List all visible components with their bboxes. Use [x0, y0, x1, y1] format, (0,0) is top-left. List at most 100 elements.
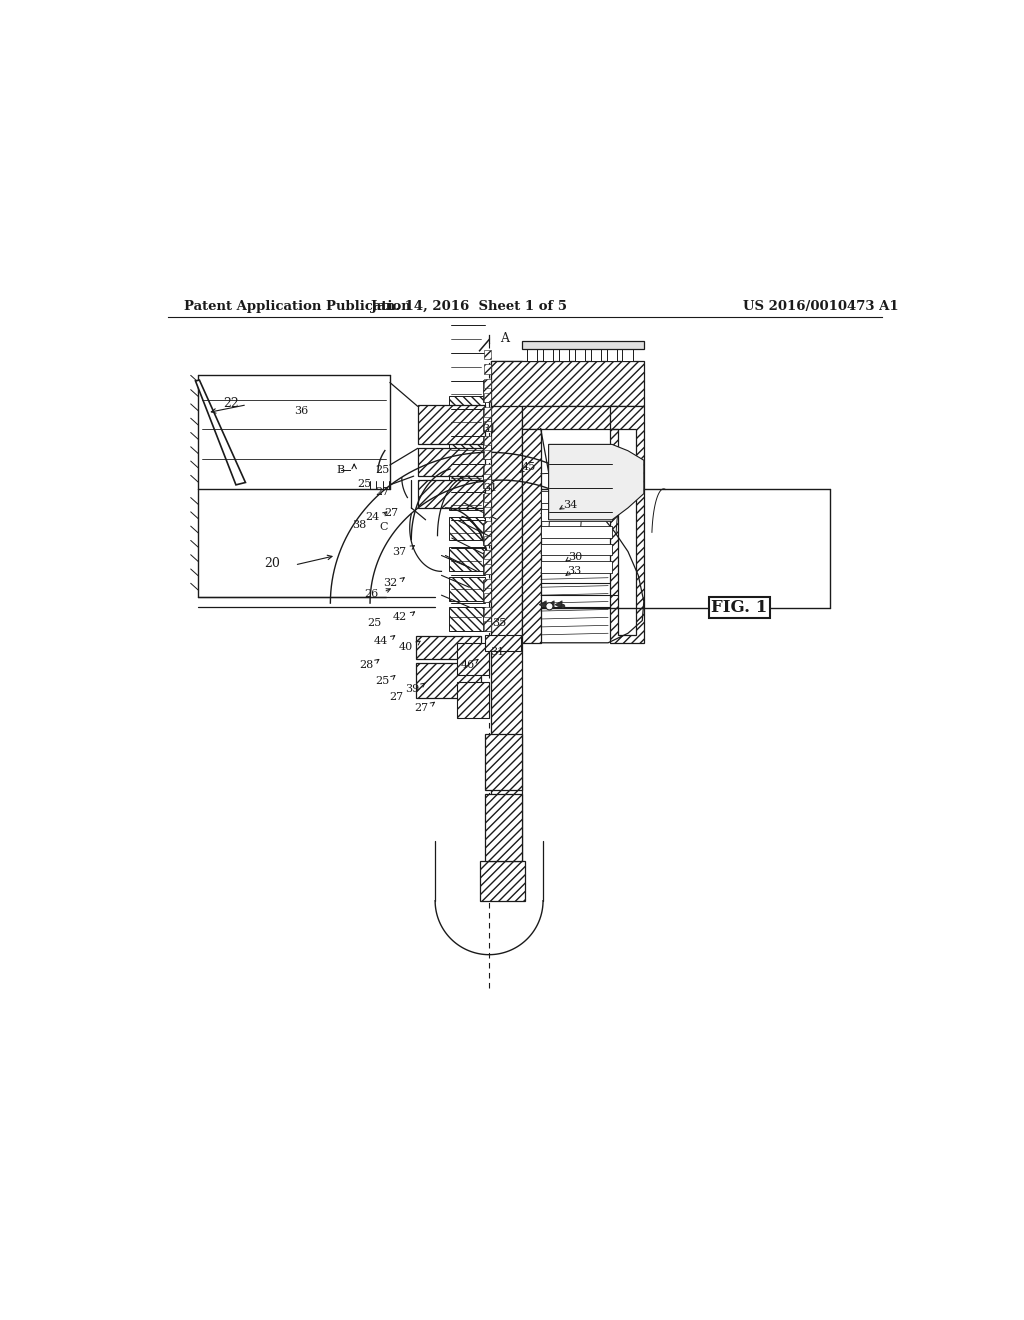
Polygon shape	[484, 564, 490, 574]
Polygon shape	[418, 405, 485, 445]
Polygon shape	[484, 507, 490, 516]
Polygon shape	[549, 445, 644, 520]
Polygon shape	[541, 508, 612, 520]
Text: FIG. 1: FIG. 1	[712, 598, 768, 615]
Polygon shape	[450, 607, 485, 631]
Text: 38: 38	[352, 520, 367, 531]
Polygon shape	[418, 480, 485, 508]
Polygon shape	[416, 636, 481, 659]
Polygon shape	[541, 544, 612, 556]
Polygon shape	[485, 635, 521, 651]
Polygon shape	[482, 380, 490, 403]
Text: 37: 37	[392, 546, 407, 557]
Text: 24: 24	[366, 512, 380, 523]
Text: 31: 31	[482, 424, 497, 433]
Polygon shape	[484, 465, 490, 474]
Text: 27: 27	[389, 692, 403, 702]
Polygon shape	[484, 407, 490, 417]
Text: US 2016/0010473 A1: US 2016/0010473 A1	[743, 300, 899, 313]
Text: Jan. 14, 2016  Sheet 1 of 5: Jan. 14, 2016 Sheet 1 of 5	[372, 300, 567, 313]
Polygon shape	[547, 601, 554, 609]
Polygon shape	[450, 516, 485, 540]
Text: 25: 25	[357, 479, 372, 490]
Polygon shape	[458, 682, 489, 718]
Text: 25: 25	[375, 676, 389, 686]
Polygon shape	[539, 601, 546, 609]
Polygon shape	[482, 495, 490, 516]
Polygon shape	[482, 579, 490, 602]
Polygon shape	[450, 577, 485, 601]
Polygon shape	[484, 521, 490, 531]
Polygon shape	[450, 457, 485, 480]
Polygon shape	[490, 362, 522, 896]
Text: 35: 35	[493, 618, 507, 628]
Text: 27: 27	[415, 702, 429, 713]
Polygon shape	[458, 643, 489, 675]
Polygon shape	[484, 578, 490, 587]
Polygon shape	[555, 601, 562, 609]
Polygon shape	[484, 593, 490, 602]
Polygon shape	[482, 466, 490, 488]
Polygon shape	[482, 609, 490, 631]
Text: 45: 45	[521, 462, 536, 471]
Text: 30: 30	[568, 552, 583, 562]
Polygon shape	[543, 350, 553, 362]
Polygon shape	[484, 536, 490, 545]
Text: 27: 27	[375, 487, 389, 498]
Polygon shape	[522, 407, 616, 429]
Text: C: C	[379, 521, 388, 532]
Text: 28: 28	[359, 660, 373, 671]
Polygon shape	[484, 350, 490, 359]
Polygon shape	[609, 407, 644, 643]
Polygon shape	[527, 350, 538, 362]
Polygon shape	[541, 561, 612, 573]
Polygon shape	[418, 449, 485, 477]
Polygon shape	[484, 622, 490, 631]
Polygon shape	[482, 523, 490, 545]
Polygon shape	[541, 491, 612, 503]
Text: 31: 31	[489, 647, 504, 657]
Text: 25: 25	[375, 465, 389, 475]
Text: Patent Application Publication: Patent Application Publication	[183, 300, 411, 313]
Text: 39: 39	[404, 684, 419, 694]
Text: 25: 25	[367, 618, 381, 628]
Text: 27: 27	[384, 508, 398, 517]
Text: 20: 20	[264, 557, 281, 570]
Polygon shape	[450, 546, 485, 570]
Text: 42: 42	[392, 612, 407, 623]
Circle shape	[546, 603, 553, 610]
Polygon shape	[591, 350, 601, 362]
Circle shape	[561, 605, 565, 609]
Text: B: B	[337, 465, 345, 475]
Polygon shape	[484, 607, 490, 616]
Text: A: A	[501, 333, 510, 346]
Text: 31: 31	[483, 483, 498, 494]
Text: 26: 26	[365, 589, 379, 598]
Polygon shape	[522, 429, 541, 643]
Polygon shape	[482, 552, 490, 574]
Polygon shape	[484, 364, 490, 374]
Text: 32: 32	[383, 578, 397, 589]
Polygon shape	[484, 492, 490, 503]
Polygon shape	[450, 426, 485, 450]
Text: 33: 33	[567, 566, 582, 577]
Text: 40: 40	[398, 642, 413, 652]
Polygon shape	[485, 734, 522, 789]
Polygon shape	[482, 409, 490, 430]
Polygon shape	[484, 379, 490, 388]
Text: 44: 44	[373, 636, 387, 647]
Polygon shape	[450, 487, 485, 511]
Polygon shape	[482, 437, 490, 459]
Polygon shape	[484, 421, 490, 430]
Polygon shape	[490, 362, 644, 407]
Polygon shape	[606, 350, 616, 362]
Polygon shape	[541, 527, 612, 539]
Polygon shape	[559, 350, 569, 362]
Polygon shape	[484, 479, 490, 488]
Polygon shape	[484, 436, 490, 445]
Polygon shape	[484, 393, 490, 403]
Polygon shape	[484, 450, 490, 459]
Polygon shape	[623, 350, 633, 362]
Polygon shape	[416, 663, 481, 698]
Polygon shape	[522, 342, 644, 350]
